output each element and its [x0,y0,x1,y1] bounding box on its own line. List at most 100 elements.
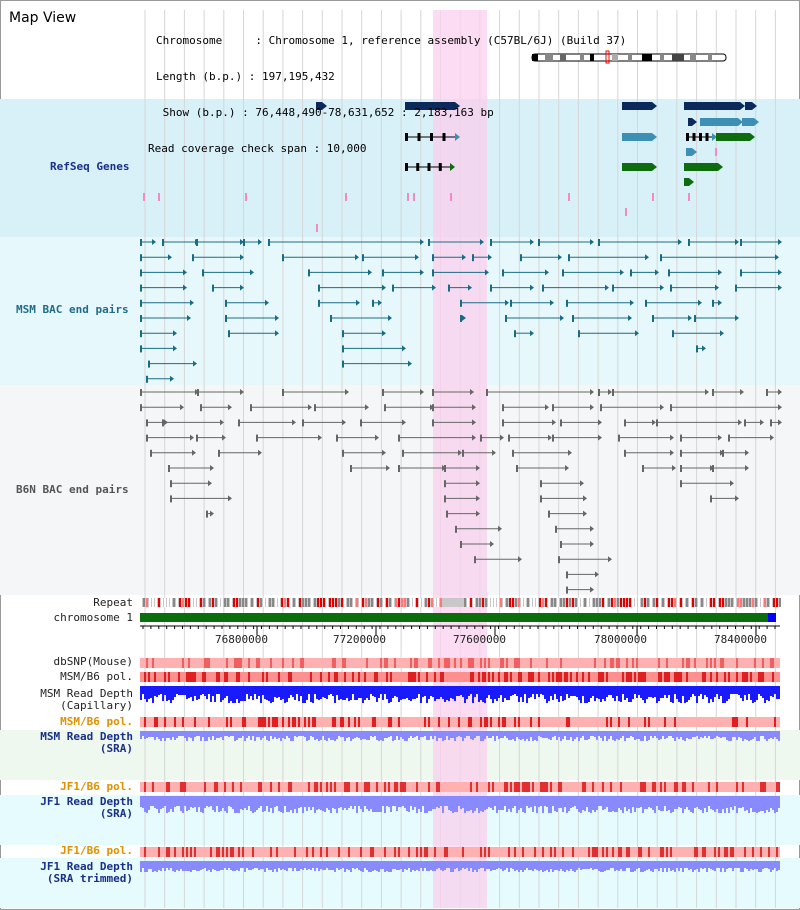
bac-end [656,419,658,427]
bac-end [612,389,614,396]
heat-cell [192,672,194,682]
depth-bar [248,796,250,806]
depth-bar [688,796,690,810]
depth-bar [642,686,644,700]
depth-bar [688,861,690,870]
depth-bar [340,861,342,869]
heat-cell [518,782,520,792]
depth-bar [224,686,226,698]
depth-bar [474,861,476,870]
depth-bar [740,731,742,738]
heat-cell [560,672,562,682]
track-label-b6n-bac[interactable]: B6N BAC end pairs [16,483,129,496]
heat-cell [328,672,330,682]
track-label-msm-bac[interactable]: MSM BAC end pairs [16,303,129,316]
heat-cell [308,717,310,727]
depth-bar [632,796,634,807]
heat-cell [730,847,732,857]
refseq-track-bg [0,99,800,237]
bac-end [680,449,682,457]
bac-end-arrow [476,495,480,502]
depth-bar [430,796,432,811]
depth-bar [304,796,306,807]
heat-cell [438,717,440,727]
depth-bar [628,731,630,738]
depth-bar [342,731,344,737]
depth-bar [176,686,178,694]
depth-bar [398,796,400,807]
bac-end [660,254,662,262]
depth-bar [636,731,638,739]
heat-cell [660,847,662,857]
depth-bar [248,861,250,870]
depth-bar [172,686,174,700]
heat-cell [304,717,306,727]
track-label-refseq[interactable]: RefSeq Genes [50,160,130,173]
heat-cell [528,672,530,682]
depth-bar [376,686,378,702]
depth-bar [574,796,576,806]
depth-bar [590,861,592,868]
heat-cell [644,782,646,792]
repeat-element [212,598,214,607]
heat-cell [144,782,146,792]
heat-cell [370,847,372,857]
heat-cell [504,782,506,792]
heat-cell [190,672,192,682]
depth-bar [318,731,320,741]
depth-bar [298,861,300,871]
depth-bar [606,686,608,697]
heat-cell [438,658,440,668]
bac-end [490,284,492,292]
depth-bar [484,861,486,871]
repeat-element [605,598,607,607]
depth-bar [310,796,312,810]
heat-cell [468,658,470,668]
depth-bar [420,796,422,812]
depth-bar [320,796,322,810]
depth-bar [308,731,310,740]
depth-bar [600,861,602,872]
depth-bar [582,731,584,736]
repeat-element [473,598,475,607]
heat-cell [632,658,634,668]
heat-cell [470,717,472,727]
depth-bar [612,686,614,698]
repeat-element [581,598,583,607]
depth-bar [182,861,184,871]
gene-block [745,102,752,110]
bac-end [392,284,394,292]
bac-end-arrow [730,480,734,487]
depth-bar [710,861,712,869]
repeat-element [197,598,199,607]
repeat-element [536,598,538,607]
depth-bar [532,686,534,694]
heat-cell [620,847,622,857]
heat-cell [552,672,554,682]
depth-bar [152,861,154,872]
repeat-element [389,598,391,607]
depth-bar [264,731,266,736]
depth-bar [414,686,416,699]
depth-bar [342,686,344,700]
heat-cell [644,672,646,682]
heat-cell [592,782,594,792]
depth-bar [744,861,746,868]
track-label-msm-depth-cap: MSM Read Depth [40,687,133,700]
heat-cell [430,658,432,668]
depth-bar [160,861,162,871]
depth-bar [246,861,248,868]
gene-marker [407,193,409,201]
heat-cell [472,658,474,668]
depth-bar [354,731,356,738]
depth-bar [362,861,364,872]
bac-end-arrow [382,330,386,337]
repeat-element [743,598,745,607]
depth-bar [166,686,168,701]
depth-bar [472,686,474,703]
depth-bar [504,731,506,736]
depth-bar [470,796,472,810]
bac-end-arrow [735,239,739,245]
depth-bar [658,731,660,740]
